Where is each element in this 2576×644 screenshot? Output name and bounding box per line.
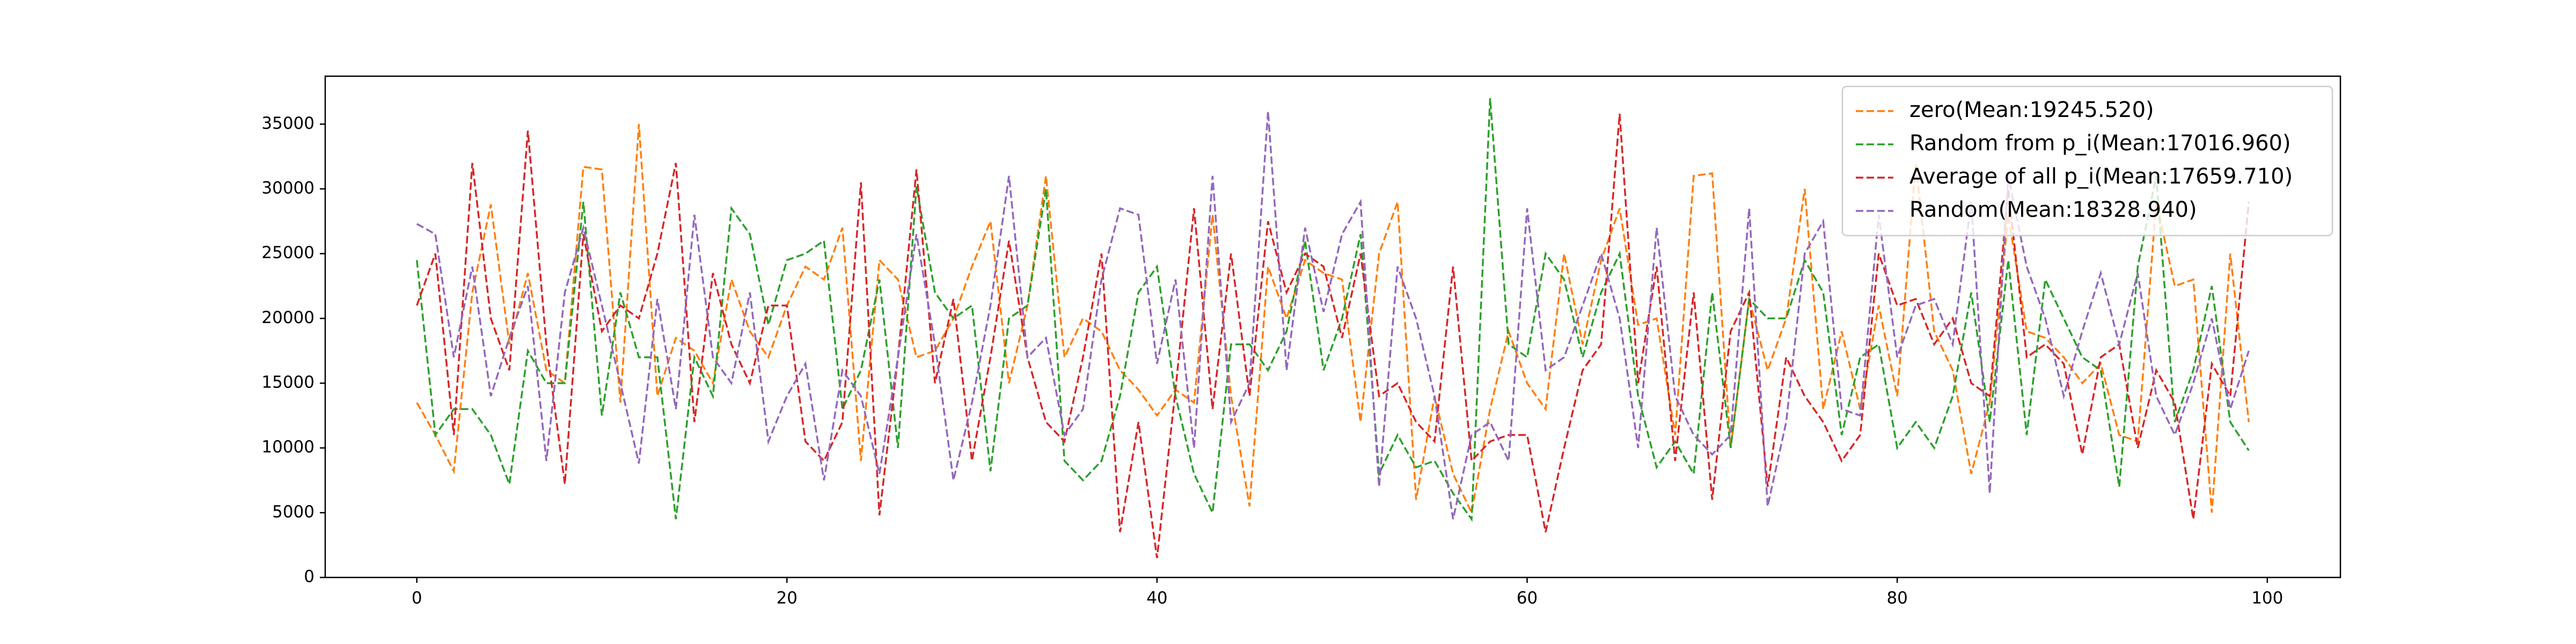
legend-label: Random from p_i(Mean:17016.960) [1909, 131, 2291, 156]
series-line [416, 111, 2250, 519]
x-tick-label: 80 [1886, 589, 1907, 608]
x-tick-label: 0 [412, 589, 422, 608]
x-tick-label: 60 [1517, 589, 1538, 608]
series-line [415, 98, 2250, 522]
series-line [416, 113, 2250, 559]
legend-label: Random(Mean:18328.940) [1909, 197, 2197, 222]
y-tick-label: 30000 [261, 178, 314, 197]
legend-label: zero(Mean:19245.520) [1909, 98, 2154, 122]
y-tick-label: 10000 [261, 437, 314, 457]
y-tick-label: 0 [304, 567, 314, 587]
series-line [416, 124, 2250, 516]
y-tick-label: 25000 [261, 243, 314, 262]
legend-label: Average of all p_i(Mean:17659.710) [1909, 164, 2293, 189]
y-tick-label: 35000 [261, 114, 314, 133]
x-tick-label: 20 [777, 589, 797, 608]
y-tick-label: 5000 [272, 502, 314, 522]
y-tick-label: 15000 [261, 372, 314, 392]
x-tick-label: 40 [1146, 589, 1167, 608]
legend-box [1841, 85, 2333, 237]
plot-frame [324, 75, 2341, 579]
y-tick-label: 20000 [261, 308, 314, 327]
x-tick-label: 100 [2251, 589, 2283, 608]
legend: zero(Mean:19245.520) Random from p_i(Mean… [1841, 85, 2333, 237]
